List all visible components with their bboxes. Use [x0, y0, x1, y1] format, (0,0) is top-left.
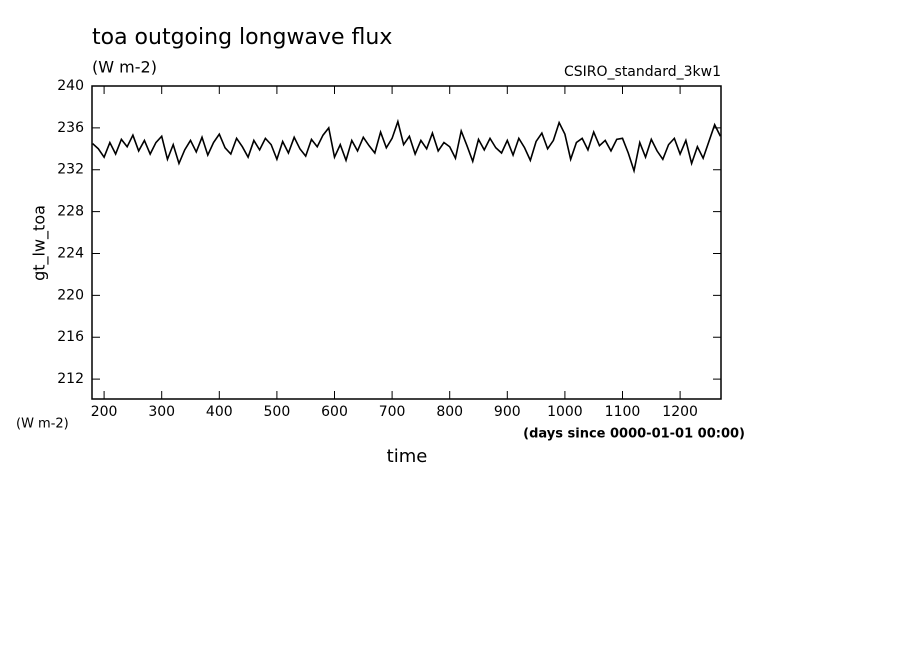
x-tick-label: 300	[148, 404, 175, 420]
x-tick-label: 800	[436, 404, 463, 420]
y-tick-label: 240	[57, 78, 84, 94]
y-tick-label: 236	[57, 120, 84, 136]
x-tick-label: 1000	[547, 404, 583, 420]
y-tick-label: 232	[57, 162, 84, 178]
x-axis-label: time	[387, 446, 428, 467]
annotation: CSIRO_standard_3kw1	[564, 64, 721, 80]
y-tick-label: 212	[57, 371, 84, 387]
x-tick-label: 200	[91, 404, 118, 420]
x-tick-label: 700	[379, 404, 406, 420]
y-tick-label: 216	[57, 329, 84, 345]
x-tick-label: 400	[206, 404, 233, 420]
y-axis-label: gt_lw_toa	[30, 205, 50, 281]
chart-subtitle: (W m-2)	[92, 58, 157, 77]
x-tick-label: 1200	[662, 404, 698, 420]
chart-title: toa outgoing longwave flux	[92, 25, 392, 50]
x-tick-label: 500	[264, 404, 291, 420]
x-tick-label: 900	[494, 404, 521, 420]
data-line	[92, 118, 722, 174]
x-tick-label: 1100	[605, 404, 641, 420]
x-tick-label: 600	[321, 404, 348, 420]
y-tick-label: 220	[57, 287, 84, 303]
x-units: (days since 0000-01-01 00:00)	[523, 427, 745, 442]
y-tick-label: 228	[57, 204, 84, 220]
plot-frame	[91, 85, 722, 400]
y-units: (W m-2)	[16, 417, 69, 432]
y-tick-label: 224	[57, 245, 84, 261]
